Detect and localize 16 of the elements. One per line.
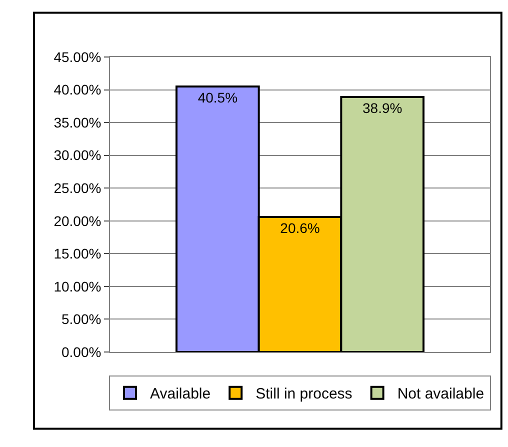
legend-label: Not available [397,386,484,403]
y-tick-label: 5.00% [61,311,102,328]
data-label: 20.6% [280,220,320,236]
y-tick-label: 0.00% [61,344,102,360]
y-tick-label: 40.00% [54,82,102,98]
data-label: 38.9% [362,100,402,116]
y-tick-label: 25.00% [54,180,102,196]
y-tick-label: 20.00% [54,212,102,229]
y-tick-label: 45.00% [54,48,102,65]
y-tick-label: 10.00% [54,278,102,294]
y-tick-label: 35.00% [54,114,102,130]
y-tick-label: 15.00% [54,246,102,262]
legend-label: Available [150,386,211,403]
legend-label: Still in process [256,386,352,403]
data-label: 40.5% [198,90,238,106]
y-tick-label: 30.00% [54,147,102,164]
